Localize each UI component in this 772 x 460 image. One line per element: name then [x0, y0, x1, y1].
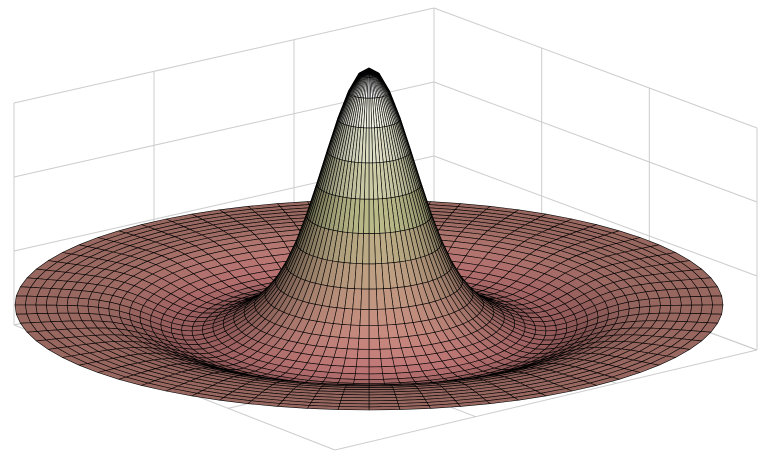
surface-patch	[343, 357, 358, 368]
surface-patch	[710, 295, 724, 306]
surface-patch	[45, 304, 59, 314]
surface-patch	[25, 295, 38, 306]
surface-patch	[659, 305, 672, 314]
surface-patch	[392, 356, 408, 367]
surface-patch	[368, 366, 383, 375]
surface-patch	[357, 337, 370, 350]
surface-patch	[77, 305, 90, 314]
surface-patch	[25, 304, 38, 315]
surface-patch	[368, 406, 401, 411]
surface-patch	[638, 305, 651, 315]
surface-patch	[376, 308, 388, 326]
surface-patch	[350, 308, 362, 326]
surface-patch	[355, 358, 370, 368]
surface-patch	[368, 325, 380, 339]
surface-patch	[352, 288, 363, 310]
surface-patch	[648, 297, 661, 307]
surface-patch	[368, 348, 382, 360]
surface-patch	[45, 296, 59, 306]
surface-patch	[364, 162, 370, 200]
surface-patch	[339, 372, 356, 380]
surface-patch	[341, 365, 357, 375]
left-wall-grid-line	[13, 7, 435, 104]
surface-patch	[330, 356, 346, 367]
surface-patch	[690, 304, 703, 314]
surface-patch	[14, 304, 28, 315]
surface-patch	[35, 304, 48, 314]
surface-patch	[398, 405, 431, 410]
surface-patch	[648, 305, 661, 314]
surface-patch	[328, 365, 345, 374]
surface-patch	[368, 358, 383, 368]
surface-patch	[348, 324, 361, 339]
surface-patch	[365, 127, 370, 164]
surface-patch	[368, 288, 378, 310]
surface-patch	[87, 305, 100, 315]
surface-patch	[679, 304, 693, 314]
surface-patch	[690, 296, 703, 306]
surface-patch	[346, 337, 360, 350]
surface-patch	[66, 297, 79, 307]
surface-patch	[377, 324, 390, 339]
surface-patch	[14, 295, 28, 306]
surface-patch	[659, 297, 672, 307]
surface-patch	[354, 373, 370, 380]
right-wall-grid-line	[433, 155, 758, 277]
surface-patch	[368, 233, 376, 265]
surface-patch	[358, 325, 370, 339]
floor-grid-line	[334, 349, 758, 451]
surface-patch	[355, 366, 370, 375]
surface-patch	[360, 288, 370, 310]
surface-patch	[307, 405, 340, 410]
surface-patch	[638, 298, 651, 308]
surface-patch	[362, 233, 370, 265]
right-wall-grid-line	[433, 7, 758, 129]
surface-patch	[359, 308, 370, 326]
surface-patch	[379, 348, 393, 359]
surface-patch	[710, 304, 724, 315]
surface-patch	[368, 308, 379, 326]
surface-patch	[368, 162, 374, 200]
surface-patch	[380, 357, 395, 368]
surface-patch	[66, 305, 79, 314]
surface-patch	[368, 127, 373, 164]
surface-patch	[669, 296, 682, 306]
surface-patch	[368, 337, 381, 350]
surface-patch	[361, 263, 370, 290]
surface-patch	[368, 263, 377, 290]
surface-patch	[375, 288, 386, 310]
surface-patch	[382, 372, 399, 380]
right-wall-grid-line	[433, 81, 758, 203]
surface-patch	[181, 329, 193, 336]
surface-patch	[333, 347, 348, 359]
surface-patch	[544, 329, 557, 336]
surface-patch	[35, 296, 48, 306]
surface-patch	[368, 198, 375, 234]
surface-patch	[353, 378, 370, 384]
surface-patch	[700, 304, 713, 315]
surface	[14, 67, 724, 411]
surface-patch	[679, 296, 693, 306]
surface-patch	[363, 198, 370, 234]
surface-patch	[56, 304, 69, 314]
surface-patch	[669, 304, 682, 314]
surface-patch	[381, 365, 397, 375]
surface-patch	[356, 348, 370, 360]
surface-patch	[77, 297, 90, 307]
surface-patch	[700, 295, 713, 306]
surface-patch	[56, 296, 69, 306]
surface-patch	[345, 348, 359, 359]
surface-patch	[87, 298, 100, 308]
surface-patch	[378, 337, 392, 350]
surface-patch	[390, 347, 405, 359]
surface-patch	[368, 373, 384, 380]
surface-patch	[393, 365, 410, 374]
surface-patch	[337, 406, 370, 411]
surface-patch	[368, 378, 385, 384]
